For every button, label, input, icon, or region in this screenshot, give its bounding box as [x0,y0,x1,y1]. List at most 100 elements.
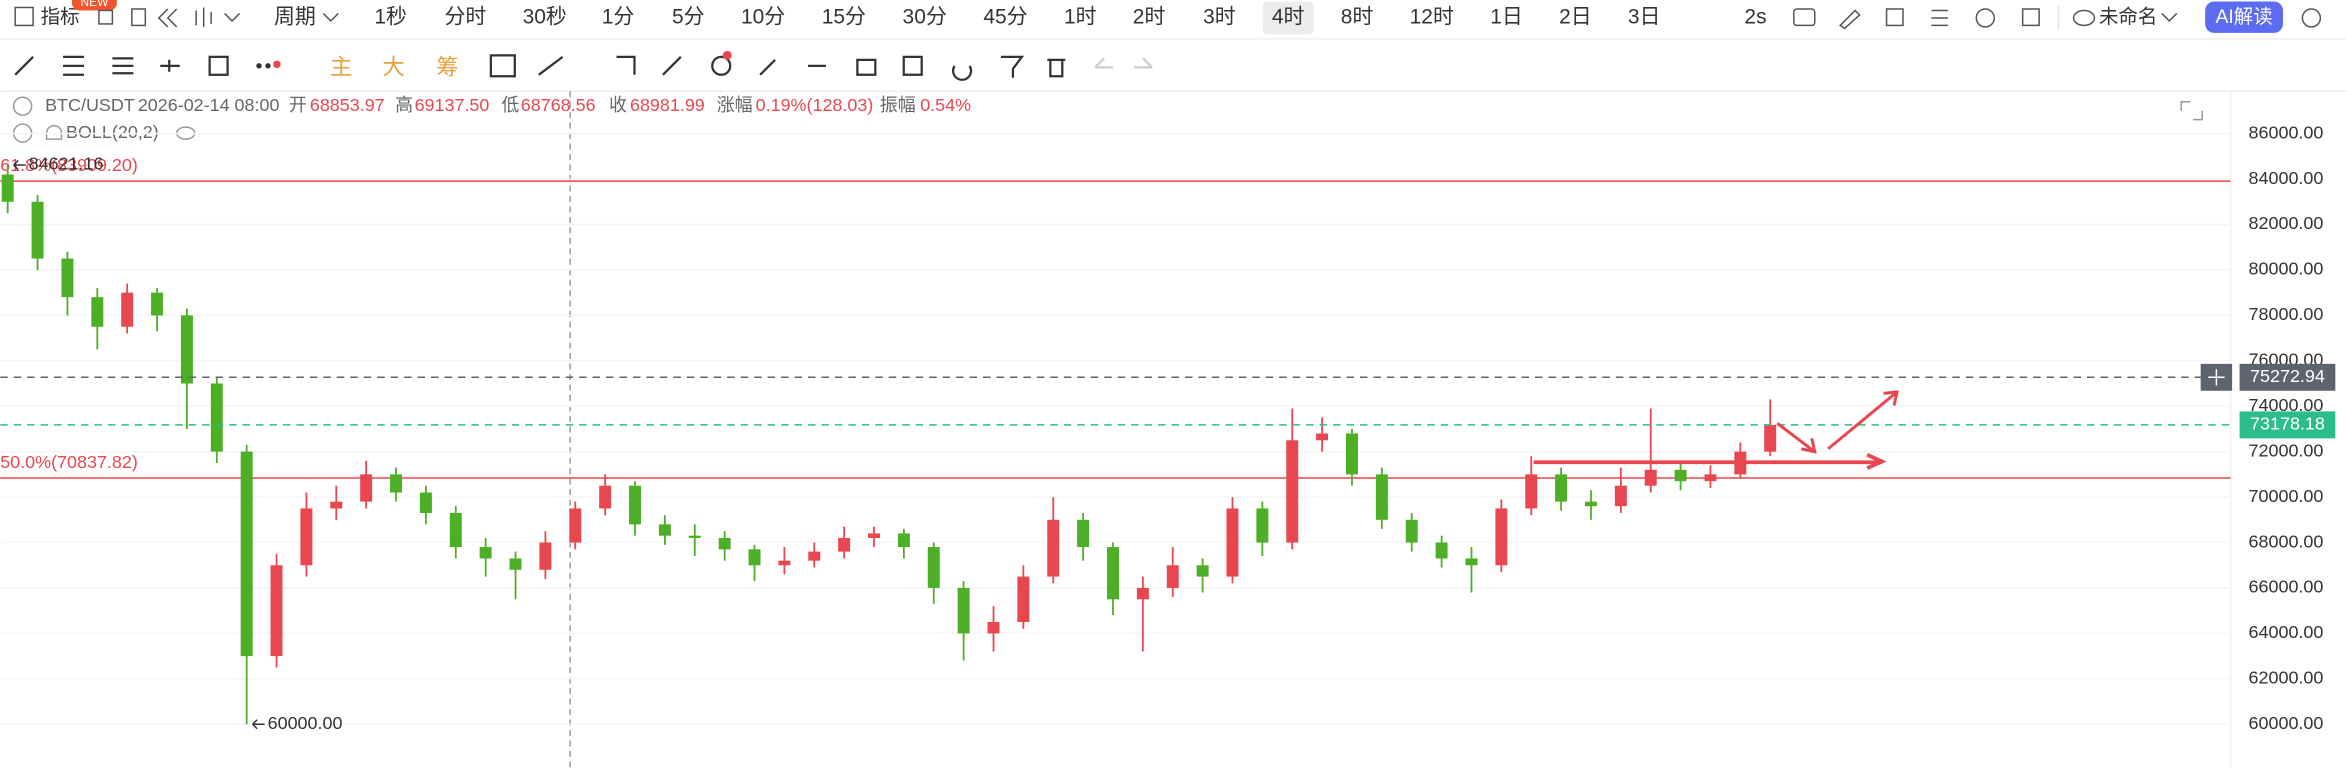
layout-name[interactable]: 未命名 [2099,6,2157,28]
tool-button[interactable]: 筹 [436,55,458,80]
y-tick-label: 86000.00 [2249,122,2324,142]
interval-button[interactable]: 1分 [602,5,635,28]
last-price-box [2239,411,2336,439]
info-open: 68853.97 [310,95,385,115]
y-tick-label: 74000.00 [2249,395,2324,415]
info-high: 69137.50 [415,95,490,115]
tool-button[interactable]: 主 [330,55,352,80]
tool-button[interactable]: 大 [382,55,404,80]
indicator-label: BOLL(20,2) [66,122,159,142]
candle-body [1674,469,1687,482]
candle-body [180,315,193,384]
interval-button[interactable]: 15分 [822,5,866,28]
info-low-label: 低 [501,95,519,115]
candle-body [748,549,761,566]
icon[interactable] [1793,8,1816,27]
candle-body [1465,558,1478,566]
candle-body [1525,474,1538,509]
interval-button[interactable]: 10分 [741,5,785,28]
info-high-label: 高 [395,95,413,115]
collapse-icon[interactable] [12,96,33,116]
indicator-button[interactable]: 指标 [41,6,80,28]
interval-selected-bg [1262,1,1314,35]
icon[interactable] [131,8,147,27]
candle-body [240,451,253,657]
dot [722,50,732,60]
interval-button[interactable]: 2日 [1559,5,1592,28]
icon[interactable] [195,7,212,27]
candle-body [1226,508,1239,577]
fullscreen-icon[interactable] [2180,100,2203,121]
info-amplitude-label: 振幅 [880,95,916,115]
annotation-arrow [1827,390,1899,450]
rect-tool[interactable] [208,55,229,76]
icon[interactable] [2161,12,2178,23]
interval-button[interactable]: 3时 [1203,5,1236,28]
candle-body [718,537,731,550]
candle-body [1405,519,1418,543]
bell-icon[interactable] [45,124,63,140]
interval-button[interactable]: 30分 [903,5,947,28]
more-tool[interactable] [265,63,271,69]
tool-icons[interactable] [489,54,1066,81]
new-badge-text: NEW [81,0,110,9]
indicator-icon[interactable] [14,6,34,27]
candle-body [1555,474,1568,502]
interval-button[interactable]: 2时 [1133,5,1166,28]
candle-body [629,485,642,525]
icon[interactable] [1839,9,1861,30]
candle-body [1077,519,1090,548]
interval-button[interactable]: 1日 [1490,5,1523,28]
crosshair-price-text: 75272.94 [2250,366,2325,386]
fib-label: 50.0%(70837.82) [0,452,138,472]
candle-body [1,174,14,202]
share-icon[interactable] [2301,8,2322,28]
icon[interactable] [98,9,114,25]
more-tool[interactable] [256,63,262,69]
tool-group: 主大筹 [330,55,459,80]
interval-button[interactable]: 12时 [1410,5,1454,28]
interval-button[interactable]: 45分 [983,5,1027,28]
interval-button[interactable]: 5分 [672,5,705,28]
candle-body [479,547,492,559]
min-label: 60000.00 [268,713,343,733]
interval-button[interactable]: 4时 [1272,5,1305,28]
ai-button-text[interactable]: AI解读 [2215,6,2272,28]
y-tick-label: 60000.00 [2249,713,2324,733]
ai-button[interactable] [2205,1,2283,33]
candle-body [658,524,671,536]
interval-button[interactable]: 30秒 [523,5,567,28]
candle-body [569,508,582,543]
icon[interactable] [1885,8,1904,27]
candle-body [330,501,343,509]
period-button[interactable]: 周期 [274,5,316,28]
y-tick-label: 72000.00 [2249,440,2324,460]
interval-button[interactable]: 8时 [1341,5,1374,28]
interval-button[interactable]: 1秒 [374,5,407,28]
fib-label: 61.8%(83909.20) [0,155,138,175]
icon[interactable] [1931,9,1948,27]
candle-body [897,533,910,548]
candle-body [927,547,940,588]
info-close: 68981.99 [630,95,705,115]
icon[interactable] [2072,9,2096,27]
candle-body [1196,565,1209,577]
undo-redo[interactable] [1094,57,1153,69]
interval-button[interactable]: 分时 [444,5,486,28]
icon[interactable] [1975,8,1996,28]
y-tick-label: 82000.00 [2249,213,2324,233]
interval-button[interactable]: 1时 [1064,5,1097,28]
new-badge [72,0,117,11]
interval-button[interactable]: 3日 [1628,5,1661,28]
icon[interactable] [224,12,241,23]
candle-body [1614,485,1627,507]
icon[interactable] [2021,8,2040,27]
draw-tools[interactable] [14,55,180,76]
info-change-label: 涨幅 [717,95,753,115]
refresh-rate[interactable]: 2s [1744,5,1766,28]
y-tick-label: 80000.00 [2249,259,2324,279]
candle-body [1136,587,1149,600]
more-tool[interactable] [273,60,281,69]
icon[interactable] [157,8,178,28]
info-change: 0.19%(128.03) [756,95,874,115]
